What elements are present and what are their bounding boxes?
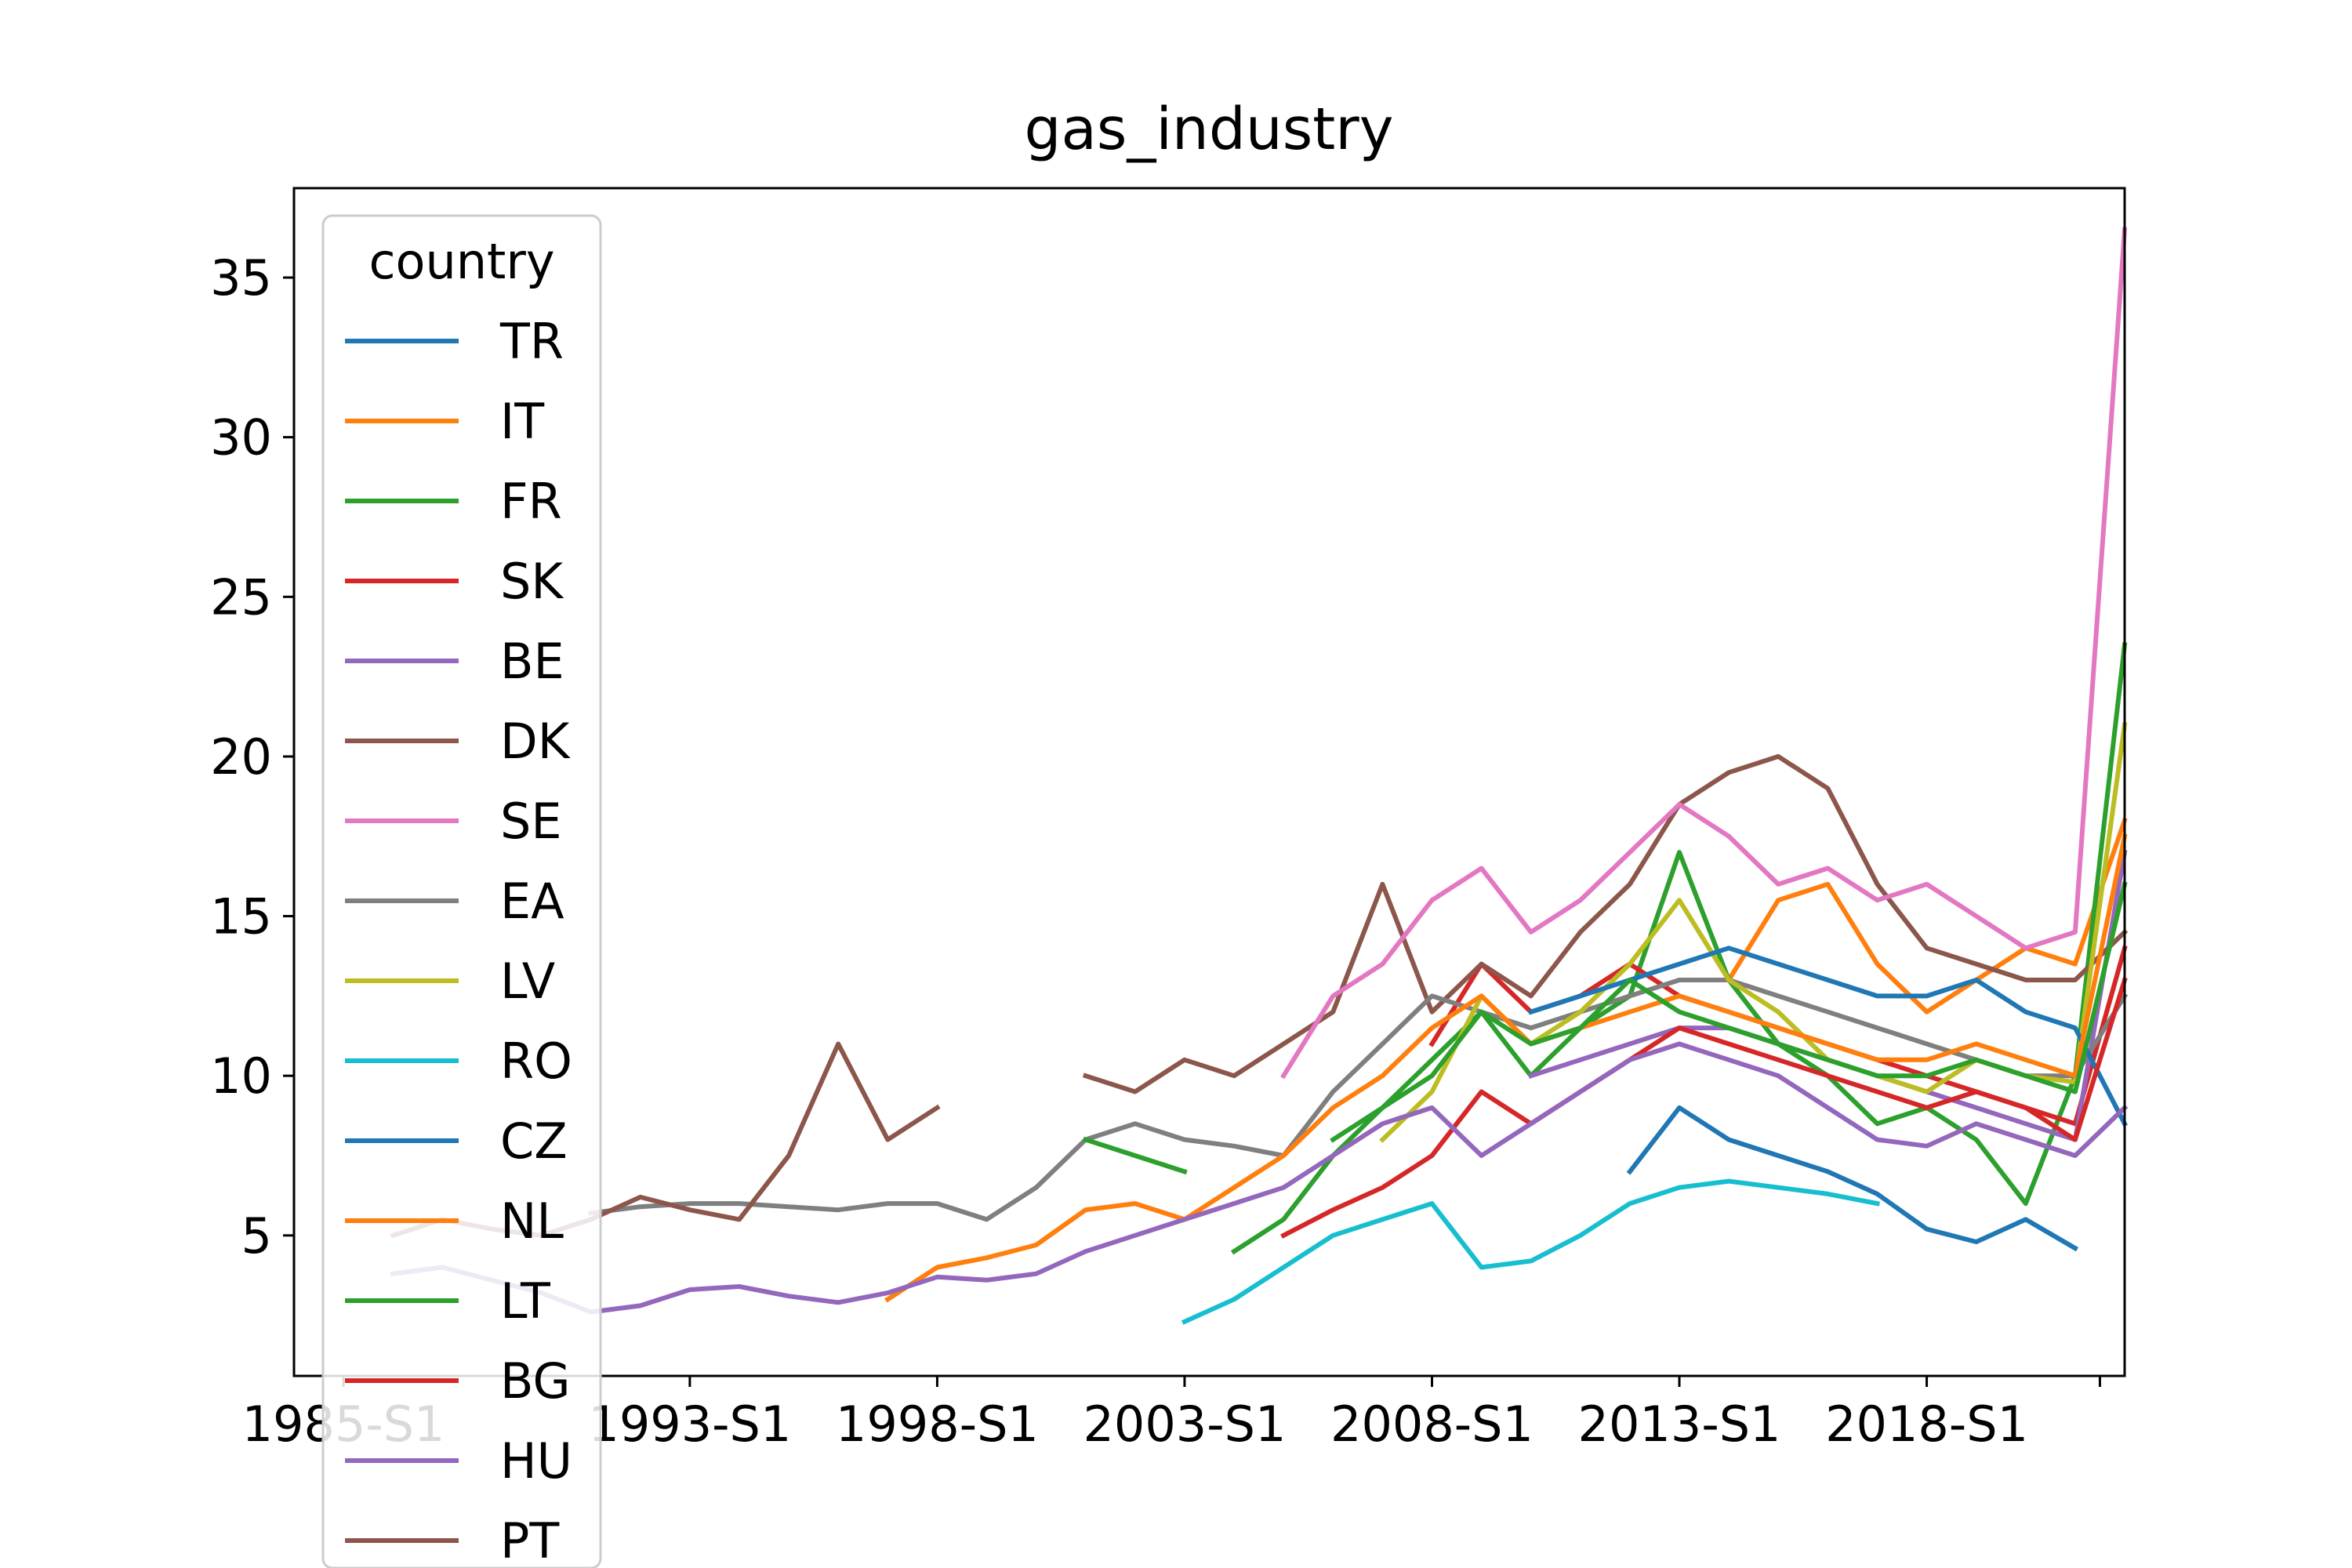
y-tick-label: 35	[210, 249, 272, 307]
x-tick-label: 2003-S1	[1083, 1396, 1286, 1453]
y-tick-label: 15	[210, 888, 272, 946]
x-tick-label: 2013-S1	[1578, 1396, 1781, 1453]
x-tick-label: 1998-S1	[836, 1396, 1039, 1453]
series-line-ea	[588, 978, 2129, 1222]
legend-label-it: IT	[500, 393, 545, 450]
legend-box	[321, 214, 602, 1568]
legend: country TR IT FR SK BE DK SE EA LV RO CZ NL LT BG HU PT	[321, 214, 602, 1568]
plot-area	[390, 227, 2129, 1325]
series-line-lv	[1379, 721, 2128, 1143]
x-tick-label: 2018-S1	[1825, 1396, 2028, 1453]
y-tick-label: 25	[210, 568, 272, 626]
legend-label-pt: PT	[500, 1512, 560, 1568]
legend-label-lt: LT	[500, 1272, 551, 1330]
legend-items: TR IT FR SK BE DK SE EA LV RO CZ NL LT BG HU PT	[345, 313, 572, 1568]
legend-title: country	[368, 233, 554, 290]
series-line-fr	[1230, 642, 2128, 1255]
series-line-it	[1725, 817, 2128, 1014]
y-axis: 5 10 15 20 25 30 35	[210, 249, 294, 1265]
x-tick-label: 1993-S1	[588, 1396, 791, 1453]
series-line-dk	[1082, 753, 2129, 1094]
legend-label-tr: TR	[499, 313, 564, 370]
legend-label-lv: LV	[500, 953, 555, 1010]
series-line-hu	[390, 1041, 2129, 1315]
legend-label-dk: DK	[500, 713, 571, 770]
legend-label-bg: BG	[500, 1352, 571, 1410]
legend-label-ro: RO	[500, 1033, 572, 1090]
y-tick-label: 10	[210, 1047, 272, 1105]
legend-label-cz: CZ	[500, 1112, 568, 1170]
legend-label-nl: NL	[500, 1192, 564, 1250]
series-line-ro	[1181, 1178, 1881, 1325]
series-line-lt	[1082, 881, 2128, 1175]
y-tick-label: 30	[210, 409, 272, 466]
series-line-se	[1280, 227, 2128, 1080]
series-line-tr	[1626, 1105, 2079, 1252]
legend-label-se: SE	[500, 793, 562, 850]
legend-label-ea: EA	[500, 873, 564, 930]
legend-label-hu: HU	[500, 1432, 572, 1490]
legend-label-fr: FR	[500, 473, 562, 530]
y-tick-label: 5	[241, 1207, 272, 1265]
axes-frame	[292, 187, 2126, 1377]
series-line-bg	[1280, 977, 2128, 1239]
series-line-sk	[1428, 945, 2128, 1127]
legend-label-sk: SK	[500, 553, 564, 610]
x-tick-label: 2008-S1	[1330, 1396, 1534, 1453]
legend-label-be: BE	[500, 633, 564, 690]
chart-title: gas_industry	[1025, 96, 1394, 163]
y-tick-label: 20	[210, 728, 272, 786]
series-line-nl	[884, 833, 2128, 1303]
